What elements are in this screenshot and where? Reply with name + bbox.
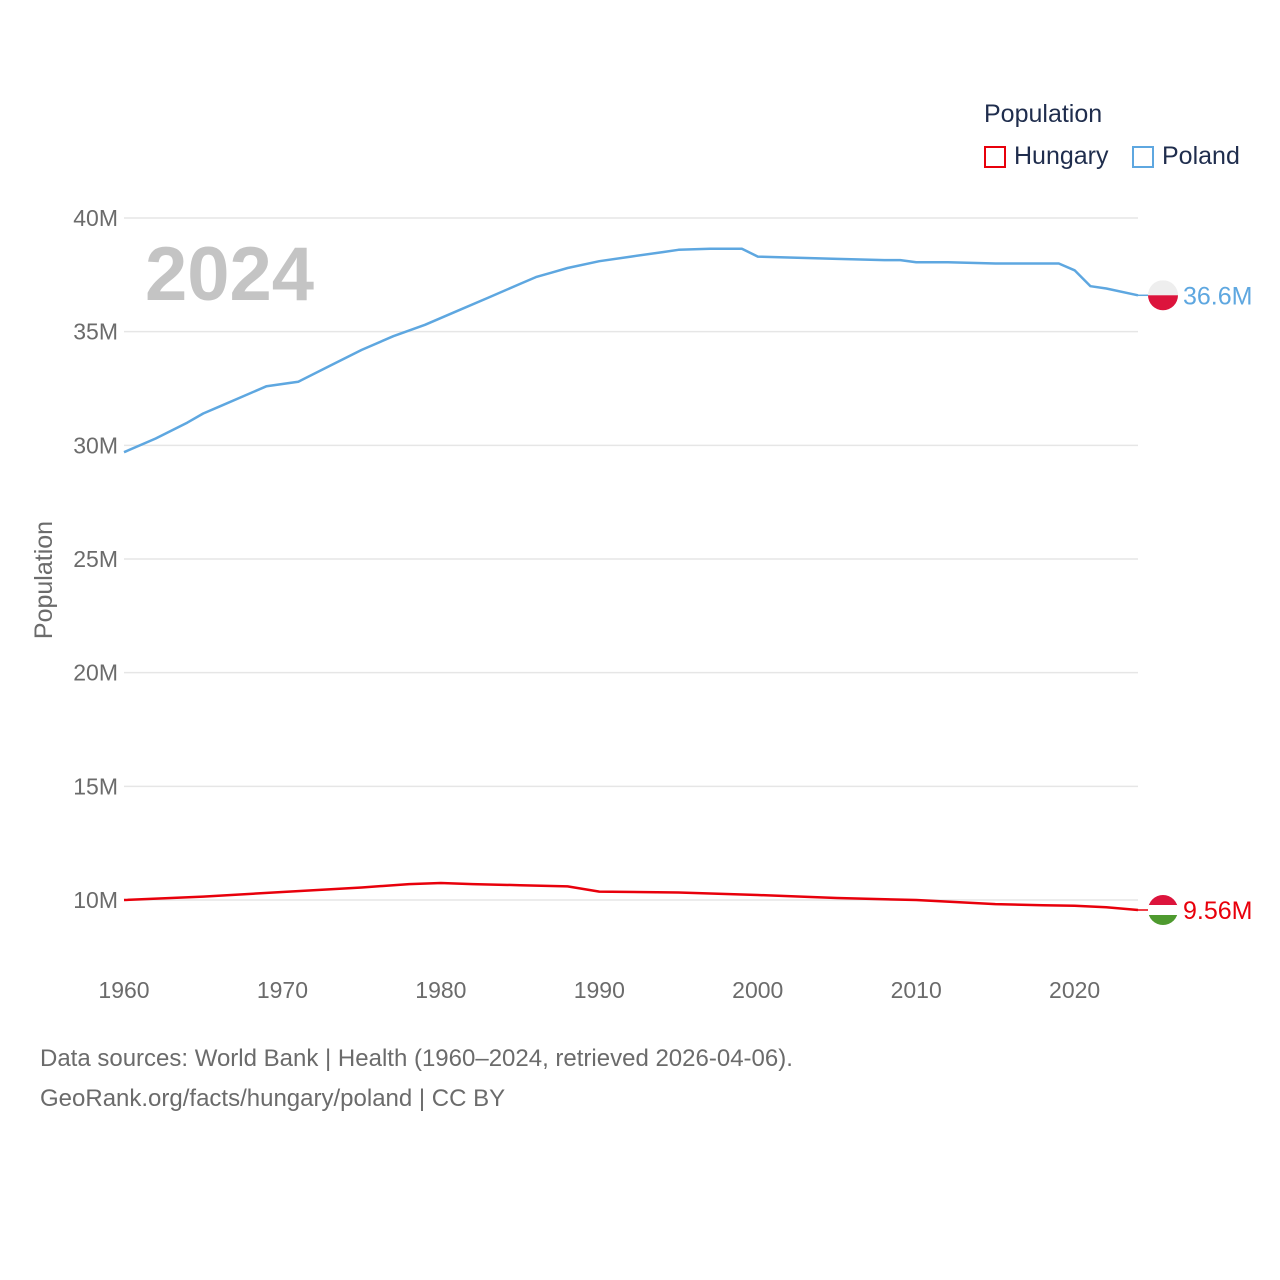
legend-swatch-poland: [1132, 145, 1154, 168]
flag-stripe: [1148, 280, 1178, 296]
end-label-poland: 36.6M: [1183, 282, 1252, 310]
flag-stripe: [1148, 895, 1178, 906]
y-tick-15M: 15M: [73, 773, 118, 799]
flag-stripe: [1148, 295, 1178, 311]
x-axis-ticks: 1960 1970 1980 1990 2000 2010 2020: [98, 977, 1100, 1003]
legend-label-hungary: Hungary: [1014, 142, 1109, 170]
y-tick-35M: 35M: [73, 319, 118, 345]
legend-item-poland[interactable]: Poland: [1132, 142, 1240, 171]
x-tick-1960: 1960: [98, 977, 149, 1003]
x-tick-2020: 2020: [1049, 977, 1100, 1003]
x-tick-2010: 2010: [891, 977, 942, 1003]
legend-label-poland: Poland: [1162, 142, 1240, 170]
source-link[interactable]: GeoRank.org/facts/hungary/poland | CC BY: [40, 1085, 506, 1112]
year-label: 2024: [145, 232, 314, 317]
y-axis-label: Population: [30, 521, 58, 639]
flag-hungary-icon: [1148, 895, 1178, 926]
y-tick-40M: 40M: [73, 205, 118, 231]
legend-swatch-hungary: [984, 145, 1006, 168]
y-tick-20M: 20M: [73, 660, 118, 686]
flag-poland-icon: [1148, 280, 1178, 311]
gridlines: [124, 217, 1138, 901]
legend-item-hungary[interactable]: Hungary: [984, 142, 1109, 171]
legend-title: Population: [984, 100, 1103, 128]
x-tick-1980: 1980: [415, 977, 466, 1003]
x-tick-1970: 1970: [257, 977, 308, 1003]
x-tick-1990: 1990: [574, 977, 625, 1003]
series-group: 36.6M 9.56M: [123, 247, 1252, 926]
y-tick-30M: 30M: [73, 432, 118, 458]
y-tick-10M: 10M: [73, 887, 118, 913]
y-axis-ticks: 10M 15M 20M 25M 30M 35M 40M: [73, 205, 118, 913]
x-tick-2000: 2000: [732, 977, 783, 1003]
series-line-poland: [123, 247, 1139, 454]
y-tick-25M: 25M: [73, 546, 118, 572]
flag-stripe: [1148, 905, 1178, 916]
series-line-hungary: [123, 881, 1139, 912]
flag-stripe: [1148, 915, 1178, 926]
end-label-hungary: 9.56M: [1183, 897, 1252, 925]
data-sources-note: Data sources: World Bank | Health (1960–…: [40, 1045, 793, 1072]
